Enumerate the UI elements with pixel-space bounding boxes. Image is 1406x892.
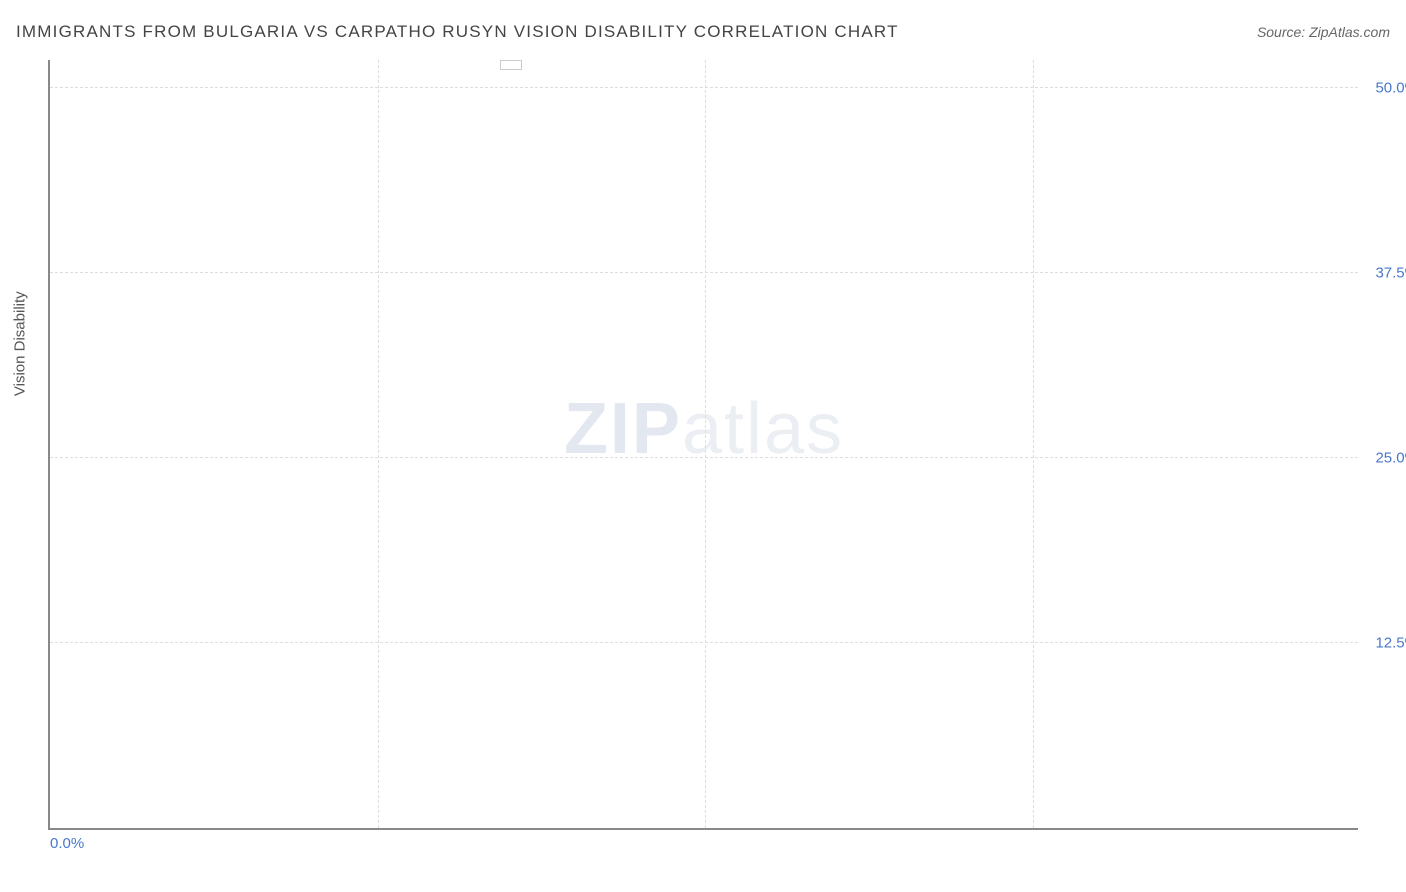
chart-title: IMMIGRANTS FROM BULGARIA VS CARPATHO RUS… <box>16 22 899 42</box>
source-name: ZipAtlas.com <box>1309 24 1390 40</box>
grid-line-vertical <box>1033 60 1034 828</box>
correlation-stats-legend <box>500 60 522 70</box>
y-tick-label: 12.5% <box>1363 634 1406 651</box>
y-axis-title: Vision Disability <box>12 291 29 396</box>
grid-line-horizontal <box>50 87 1358 88</box>
source-attribution: Source: ZipAtlas.com <box>1257 24 1390 40</box>
y-tick-label: 25.0% <box>1363 449 1406 466</box>
x-origin-label: 0.0% <box>50 835 84 852</box>
grid-line-horizontal <box>50 457 1358 458</box>
grid-line-horizontal <box>50 642 1358 643</box>
grid-line-horizontal <box>50 272 1358 273</box>
grid-line-vertical <box>378 60 379 828</box>
chart-header: IMMIGRANTS FROM BULGARIA VS CARPATHO RUS… <box>16 22 1390 42</box>
y-tick-label: 37.5% <box>1363 264 1406 281</box>
scatter-chart: ZIPatlas 12.5%25.0%37.5%50.0%0.0% <box>48 60 1358 830</box>
y-tick-label: 50.0% <box>1363 79 1406 96</box>
source-prefix: Source: <box>1257 24 1309 40</box>
grid-line-vertical <box>705 60 706 828</box>
